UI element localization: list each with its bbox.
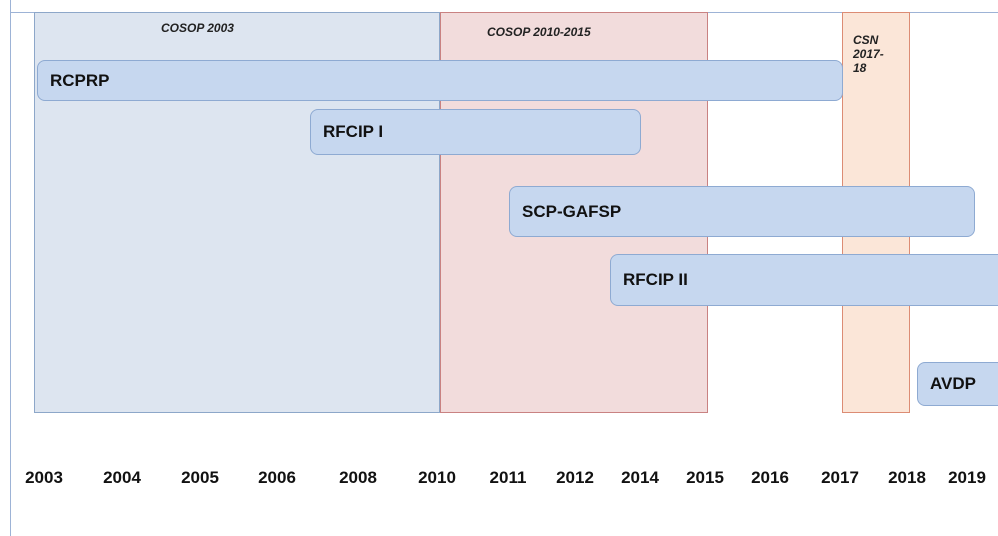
year-label: 2010 — [418, 468, 456, 487]
project-bar: RFCIP II — [610, 254, 998, 306]
period-label: CSN 2017- 18 — [853, 33, 884, 75]
year-label: 2006 — [258, 468, 296, 487]
period-label-line: 2017- — [853, 47, 884, 61]
frame-line — [10, 0, 11, 536]
year-label: 2011 — [489, 468, 527, 487]
year-label: 2018 — [888, 468, 926, 487]
year-label: 2014 — [621, 468, 659, 487]
year-label: 2017 — [821, 468, 859, 487]
year-label: 2012 — [556, 468, 594, 487]
year-label: 2003 — [25, 468, 63, 487]
period-label: COSOP 2003 — [161, 21, 234, 35]
project-bar: RCPRP — [37, 60, 843, 101]
year-label: 2019 — [948, 468, 986, 487]
period-label: COSOP 2010-2015 — [487, 25, 591, 39]
period-label-line: 18 — [853, 61, 867, 75]
project-bar: SCP-GAFSP — [509, 186, 975, 237]
year-label: 2008 — [339, 468, 377, 487]
project-bar: RFCIP I — [310, 109, 641, 155]
year-label: 2005 — [181, 468, 219, 487]
year-label: 2004 — [103, 468, 141, 487]
project-bar: AVDP — [917, 362, 998, 406]
year-label: 2016 — [751, 468, 789, 487]
year-label: 2015 — [686, 468, 724, 487]
period-label-line: CSN — [853, 33, 879, 47]
